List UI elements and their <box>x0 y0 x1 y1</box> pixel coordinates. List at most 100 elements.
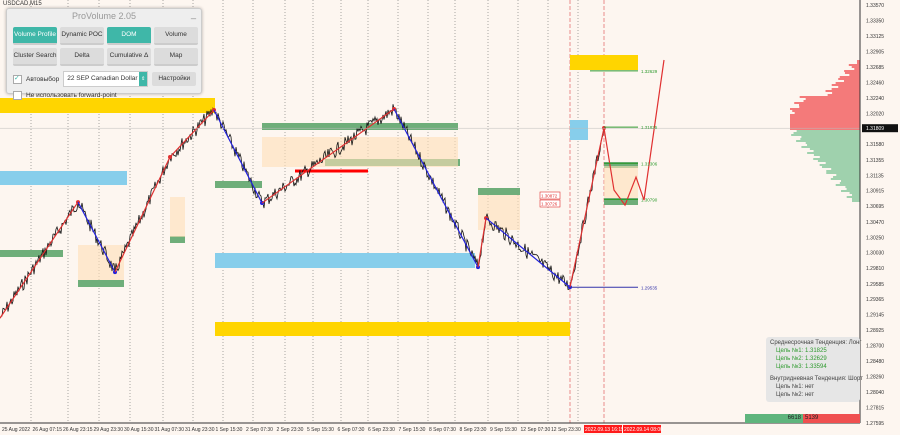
time-tick-label: 12 Sep 07:30 <box>521 427 551 433</box>
volume-profile-sell <box>794 102 860 104</box>
volume-profile-buy <box>825 162 860 164</box>
volume-profile-sell <box>857 60 860 62</box>
tool-button-delta[interactable]: Delta <box>60 48 104 66</box>
time-tick-label: 30 Aug 15:30 <box>124 427 154 433</box>
minimize-button[interactable]: _ <box>190 9 196 19</box>
volume-profile-sell <box>838 86 860 88</box>
trend-info-box: Среднесрочная Тенденция: Лонг Цель №1: 1… <box>766 337 863 402</box>
volume-profile-sell <box>854 68 860 70</box>
volume-profile-sell <box>792 110 860 112</box>
forward-point-checkbox[interactable] <box>13 91 22 100</box>
provolume-panel: ProVolume 2.05 _ Volume Profile Dynamic PO… <box>6 8 202 100</box>
price-tick-label: 1.28480 <box>866 359 884 365</box>
volume-profile-buy <box>852 198 860 200</box>
zone-rect <box>78 280 124 287</box>
volume-profile-buy <box>846 188 860 190</box>
price-tag <box>539 199 561 208</box>
volume-profile-buy <box>831 168 860 170</box>
zone-rect <box>0 171 127 185</box>
zone-rect <box>215 322 570 336</box>
volume-profile-sell <box>839 76 860 78</box>
tool-button-cluster-search[interactable]: Cluster Search <box>13 48 57 66</box>
price-tick-label: 1.28260 <box>866 374 884 380</box>
volume-profile-buy <box>835 184 860 186</box>
zone-rect <box>0 250 63 257</box>
volume-profile-buy <box>849 192 860 194</box>
volume-profile-buy <box>807 152 860 154</box>
tool-button-cumulative-[interactable]: Cumulative Δ <box>107 48 151 66</box>
zone-rect <box>570 120 588 140</box>
time-tick-label: 5 Sep 15:30 <box>307 427 334 433</box>
volume-profile-buy <box>813 154 860 156</box>
zone-rect <box>170 197 185 237</box>
tool-button-volume[interactable]: Volume <box>154 27 198 45</box>
volume-profile-sell <box>790 128 860 130</box>
volume-profile-sell <box>790 120 860 122</box>
price-tick-label: 1.32240 <box>866 96 884 102</box>
volume-profile-sell <box>799 104 860 106</box>
volume-profile-sell <box>799 106 860 108</box>
time-tick-label: 2 Sep 23:30 <box>277 427 304 433</box>
volume-profile-buy <box>819 164 860 166</box>
volume-profile-sell <box>838 78 860 80</box>
zigzag-segment <box>393 108 479 268</box>
volume-profile-buy <box>813 158 860 160</box>
zone-rect <box>262 123 458 130</box>
time-tick-label: 6 Sep 07:30 <box>338 427 365 433</box>
target-level-label: 1.31825 <box>641 125 658 130</box>
volume-profile-sell <box>832 92 860 94</box>
volume-profile-buy <box>801 136 860 138</box>
price-tick-label: 1.31355 <box>866 158 884 164</box>
current-price-tag <box>862 124 898 133</box>
tool-button-dom[interactable]: DOM <box>107 27 151 45</box>
time-marker-tag <box>623 425 661 433</box>
volume-profile-buy <box>845 186 860 188</box>
time-tick-label: 9 Sep 15:30 <box>490 427 517 433</box>
zone-rect <box>0 98 215 113</box>
target-level-label: 1.32629 <box>641 69 658 74</box>
volume-profile-sell <box>790 124 860 126</box>
zone-rect <box>262 137 458 167</box>
settings-button[interactable]: Настройки <box>152 72 197 86</box>
tool-button-map[interactable]: Map <box>154 48 198 66</box>
volume-profile-sell <box>790 126 860 128</box>
zigzag-segment <box>485 217 571 288</box>
zone-rect <box>604 166 638 198</box>
time-tick-label: 26 Aug 07:15 <box>33 427 63 433</box>
chevron-updown-icon: ⇕ <box>139 72 148 86</box>
zigzag-segment <box>77 201 116 273</box>
zigzag-segment <box>114 156 171 273</box>
volume-profile-buy <box>833 176 860 178</box>
forward-point-label: Не использовать forward-point <box>26 92 117 99</box>
price-tick-label: 1.29365 <box>866 297 884 303</box>
volume-profile-sell <box>844 70 860 72</box>
time-marker-tag <box>584 425 622 433</box>
price-tick-label: 1.31580 <box>866 142 884 148</box>
time-tick-label: 31 Aug 07:30 <box>155 427 185 433</box>
volume-profile-buy <box>791 134 860 136</box>
volume-profile-buy <box>805 142 860 144</box>
target-level-label: 1.30790 <box>641 197 658 202</box>
volume-profile-buy <box>852 200 860 202</box>
price-tick-label: 1.29810 <box>866 266 884 272</box>
volume-profile-buy <box>841 190 860 192</box>
volume-profile-sell <box>790 118 860 120</box>
volume-profile-buy <box>821 166 860 168</box>
volume-profile-buy <box>800 138 860 140</box>
price-tick-label: 1.27815 <box>866 406 884 412</box>
volume-profile-sell <box>825 90 860 92</box>
projection-path <box>603 59 665 207</box>
time-tick-label: 31 Aug 23:30 <box>185 427 215 433</box>
volume-profile-buy <box>817 160 860 162</box>
zigzag-segment <box>169 109 215 158</box>
tool-button-dynamic-poc[interactable]: Dynamic POC <box>60 27 104 45</box>
autoselect-label: Автовыбор <box>26 75 60 83</box>
tool-button-volume-profile[interactable]: Volume Profile <box>13 27 57 45</box>
instrument-select[interactable]: 22 SEP Canadian Dollar ⇕ <box>63 71 149 87</box>
mid-target: Цель №3: 1.33594 <box>776 364 827 370</box>
zone-rect <box>478 188 520 195</box>
autoselect-checkbox[interactable]: ✓ <box>13 74 22 84</box>
volume-profile-buy <box>836 174 860 176</box>
volume-profile-sell <box>827 94 860 96</box>
zone-rect <box>78 245 124 280</box>
